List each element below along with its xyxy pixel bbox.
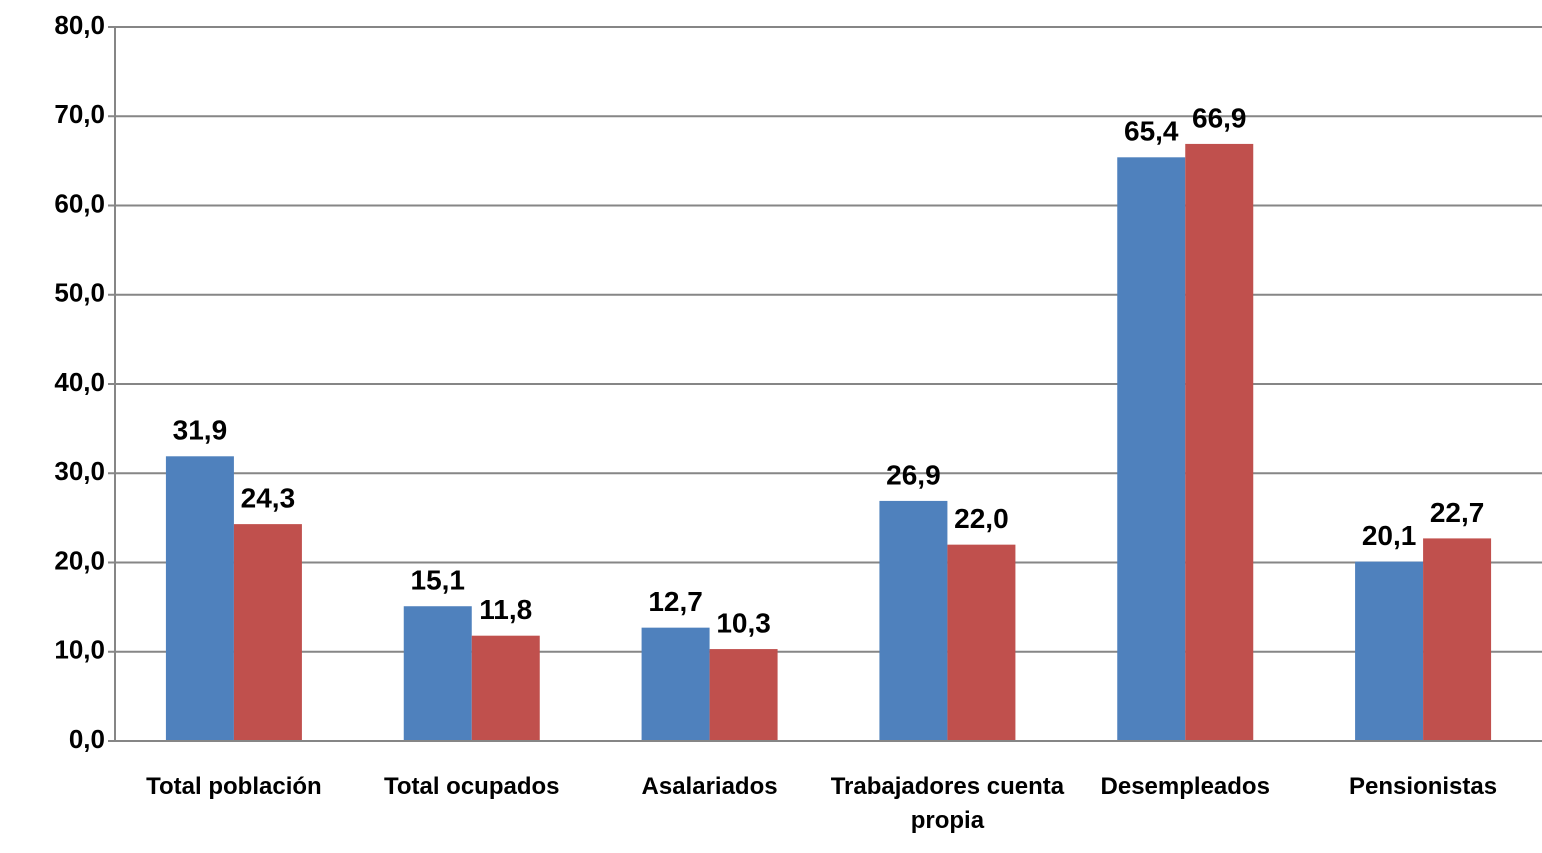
value-label: 11,8 <box>479 594 532 625</box>
value-label: 24,3 <box>241 483 296 514</box>
value-label: 20,1 <box>1362 520 1417 551</box>
bar <box>947 544 1016 741</box>
value-label: 15,1 <box>411 565 466 596</box>
y-tick-label: 20,0 <box>54 545 105 575</box>
value-label: 31,9 <box>173 415 228 446</box>
bar <box>165 456 234 741</box>
y-tick-label: 40,0 <box>54 367 105 397</box>
value-label: 66,9 <box>1192 102 1247 133</box>
y-tick-label: 50,0 <box>54 278 105 308</box>
y-tick-label: 80,0 <box>54 10 105 40</box>
bar <box>709 649 778 741</box>
y-tick-label: 10,0 <box>54 635 105 665</box>
y-tick-label: 0,0 <box>69 724 105 754</box>
bar <box>879 500 948 741</box>
bar <box>1355 561 1424 741</box>
x-tick-label: Pensionistas <box>1349 773 1498 800</box>
bar <box>1423 538 1492 741</box>
x-tick-label: Asalariados <box>641 773 778 800</box>
bar <box>403 606 472 741</box>
x-tick-label: Total ocupados <box>383 773 560 800</box>
value-label: 10,3 <box>716 607 771 638</box>
x-tick-label: Total población <box>146 773 322 800</box>
value-label: 26,9 <box>886 459 941 490</box>
bar <box>1117 157 1186 741</box>
value-label: 65,4 <box>1124 116 1179 147</box>
bar <box>233 524 302 741</box>
y-tick-label: 70,0 <box>54 99 105 129</box>
y-tick-label: 60,0 <box>54 188 105 218</box>
value-label: 22,0 <box>954 503 1009 534</box>
x-tick-label: Trabajadores cuenta propia <box>830 773 1065 834</box>
bar <box>1185 143 1254 742</box>
y-tick-label: 30,0 <box>54 456 105 486</box>
value-label: 22,7 <box>1430 497 1485 528</box>
bar <box>641 627 710 741</box>
bar <box>471 635 540 741</box>
value-label: 12,7 <box>648 586 703 617</box>
x-tick-label: Desempleados <box>1100 773 1270 800</box>
